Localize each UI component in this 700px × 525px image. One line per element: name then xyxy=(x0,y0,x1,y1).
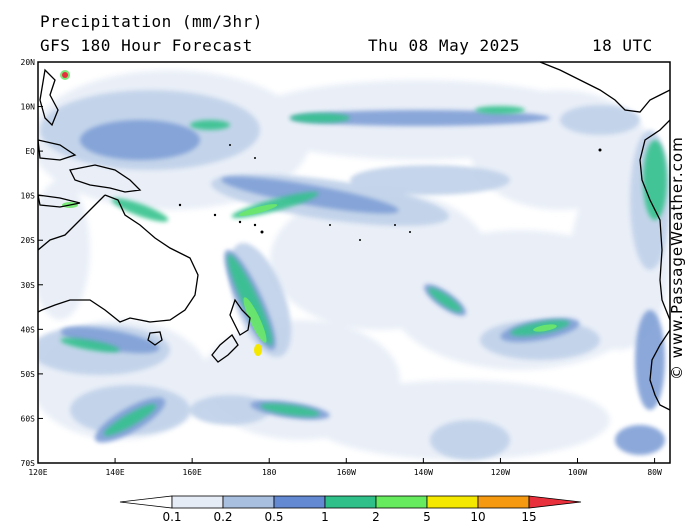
lat-label: 10N xyxy=(21,103,36,112)
colorbar-segment xyxy=(222,495,275,509)
lat-label: 20S xyxy=(21,236,36,245)
colorbar-label: 2 xyxy=(372,510,380,524)
lon-label: 100W xyxy=(568,468,587,477)
map-title: Precipitation (mm/3hr) xyxy=(40,12,263,31)
lon-label: 160E xyxy=(183,468,202,477)
colorbar-segment xyxy=(324,495,377,509)
colorbar-label: 0.5 xyxy=(264,510,283,524)
colorbar-label: 0.2 xyxy=(213,510,232,524)
lon-label: 160W xyxy=(337,468,356,477)
lon-label: 120W xyxy=(491,468,510,477)
forecast-label: GFS 180 Hour Forecast xyxy=(40,36,253,55)
credit-text: © www.PassageWeather.com xyxy=(668,136,686,380)
colorbar-segment xyxy=(119,495,173,509)
lon-label: 120E xyxy=(28,468,47,477)
colorbar-segment xyxy=(171,495,224,509)
lat-label: 70S xyxy=(21,459,36,468)
latitude-axis: 20N 10N EQ 10S 20S 30S 40S 50S 60S 70S xyxy=(21,58,43,468)
coastlines xyxy=(38,62,670,411)
lat-label: EQ xyxy=(25,147,35,156)
forecast-time: 18 UTC xyxy=(592,36,653,55)
lat-label: 60S xyxy=(21,414,36,423)
lon-label: 140E xyxy=(105,468,124,477)
colorbar-label: 0.1 xyxy=(162,510,181,524)
lat-label: 50S xyxy=(21,370,36,379)
colorbar-segment xyxy=(477,495,530,509)
lat-label: 40S xyxy=(21,325,36,334)
forecast-date: Thu 08 May 2025 xyxy=(368,36,520,55)
colorbar-label: 5 xyxy=(423,510,431,524)
lon-label: 180 xyxy=(262,468,277,477)
colorbar-label: 15 xyxy=(521,510,536,524)
lat-label: 30S xyxy=(21,281,36,290)
lon-label: 80W xyxy=(647,468,662,477)
map-frame xyxy=(37,61,671,464)
colorbar-segment xyxy=(375,495,428,509)
colorbar-segment xyxy=(426,495,479,509)
colorbar-segment xyxy=(528,495,582,509)
lat-label: 10S xyxy=(21,192,36,201)
colorbar-segment xyxy=(273,495,326,509)
lon-label: 140W xyxy=(414,468,433,477)
lat-label: 20N xyxy=(21,58,36,67)
colorbar-label: 1 xyxy=(321,510,329,524)
colorbar-label: 10 xyxy=(470,510,485,524)
color-legend: 0.1 0.2 0.5 1 2 5 10 15 xyxy=(119,495,582,524)
precipitation-field xyxy=(38,62,670,460)
longitude-axis: 120E 140E 160E 180 160W 140W 120W 100W 80W xyxy=(28,458,662,477)
